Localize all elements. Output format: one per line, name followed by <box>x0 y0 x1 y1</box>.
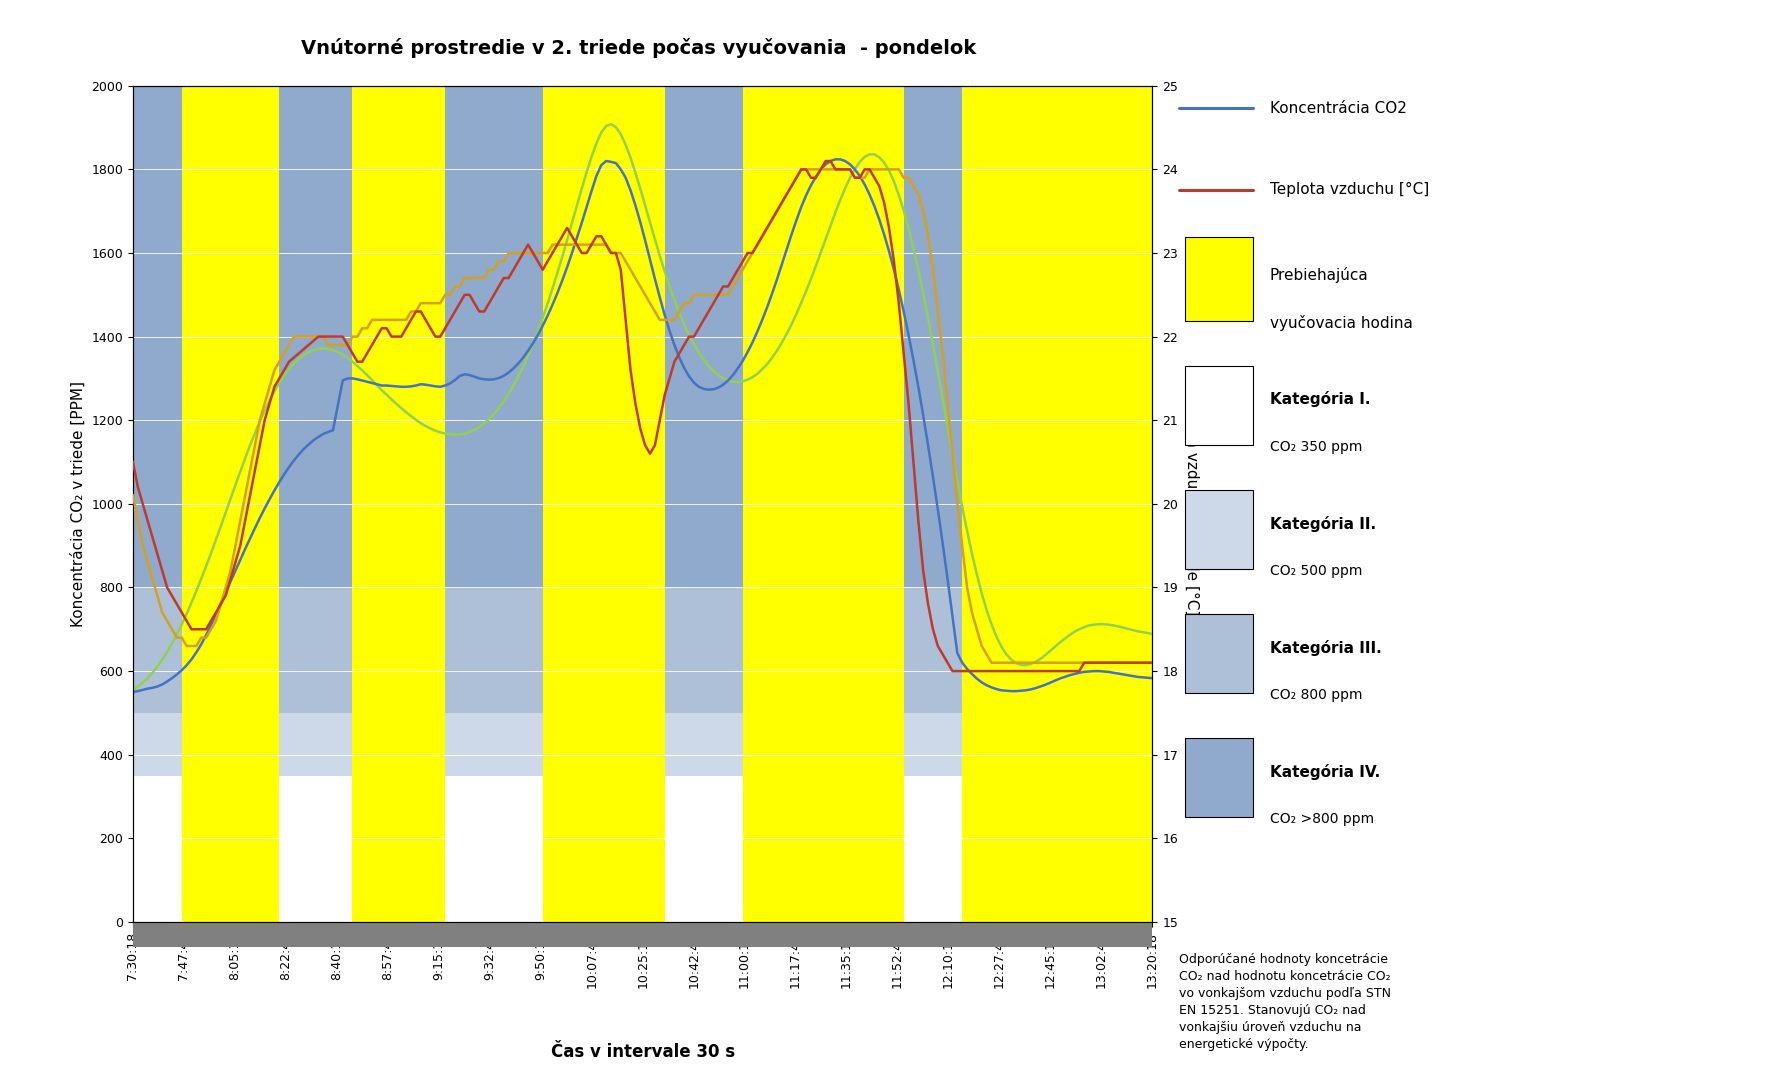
Y-axis label: Koncentrácia CO₂ v triede [PPM]: Koncentrácia CO₂ v triede [PPM] <box>71 381 85 627</box>
Text: vyučovacia hodina: vyučovacia hodina <box>1269 315 1413 331</box>
Bar <box>133 713 1152 776</box>
Text: CO₂ 800 ppm: CO₂ 800 ppm <box>1269 688 1362 702</box>
Text: Prebiehajúca: Prebiehajúca <box>1269 267 1369 283</box>
Bar <box>1184 237 1254 321</box>
Bar <box>183 86 280 922</box>
Text: Kategória III.: Kategória III. <box>1269 640 1381 656</box>
Bar <box>353 86 445 922</box>
Text: Odporúčané hodnoty koncetrácie
CO₂ nad hodnotu koncetrácie CO₂
vo vonkajšom vzdu: Odporúčané hodnoty koncetrácie CO₂ nad h… <box>1179 953 1392 1051</box>
Text: Kategória II.: Kategória II. <box>1269 516 1376 532</box>
Text: CO₂ 500 ppm: CO₂ 500 ppm <box>1269 564 1362 578</box>
Bar <box>1184 739 1254 817</box>
Bar <box>1184 367 1254 445</box>
Text: Vnútorné prostredie v 2. triede počas vyučovania  - pondelok: Vnútorné prostredie v 2. triede počas vy… <box>301 38 975 58</box>
Bar <box>743 86 904 922</box>
Text: Kategória IV.: Kategória IV. <box>1269 763 1379 779</box>
Bar <box>543 86 665 922</box>
Bar <box>133 922 1152 947</box>
Text: CO₂ 350 ppm: CO₂ 350 ppm <box>1269 441 1362 455</box>
Bar <box>133 587 1152 713</box>
Bar <box>133 776 1152 922</box>
Text: Kategória I.: Kategória I. <box>1269 391 1371 407</box>
Text: CO₂ >800 ppm: CO₂ >800 ppm <box>1269 813 1374 827</box>
Y-axis label: Teplota vzduchu v triede [°C]: Teplota vzduchu v triede [°C] <box>1184 392 1199 615</box>
Bar <box>1184 614 1254 693</box>
Bar <box>963 86 1152 922</box>
X-axis label: Čas v intervale 30 s: Čas v intervale 30 s <box>551 1043 734 1061</box>
Bar <box>133 86 1152 587</box>
Bar <box>1184 490 1254 569</box>
Text: Teplota vzduchu [°C]: Teplota vzduchu [°C] <box>1269 182 1429 197</box>
Text: Koncentrácia CO2: Koncentrácia CO2 <box>1269 101 1406 116</box>
